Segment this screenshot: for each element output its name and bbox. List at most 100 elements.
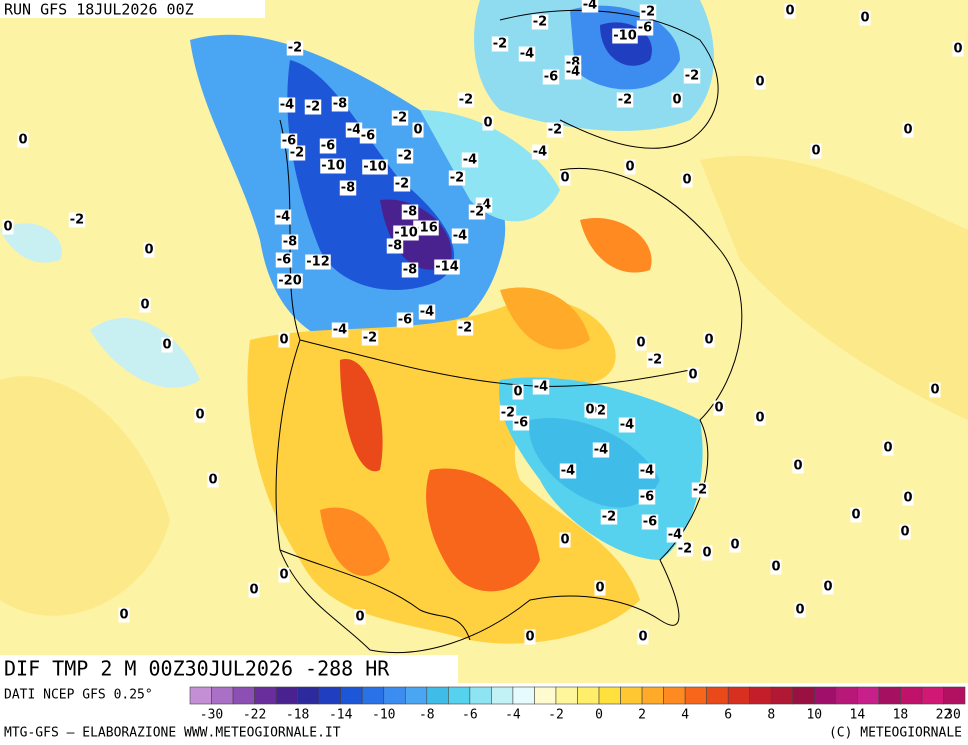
contour-label: -2 xyxy=(501,406,515,421)
contour-label-bg xyxy=(703,332,715,348)
contour-label: -2 xyxy=(533,15,547,30)
contour-label: -6 xyxy=(282,134,296,149)
contour-label-bg xyxy=(929,382,941,398)
contour-label: -2 xyxy=(678,542,692,557)
contour-label: 0 xyxy=(279,568,288,583)
contour-label-bg xyxy=(396,312,414,328)
colorbar-swatch xyxy=(792,686,815,705)
contour-label-bg xyxy=(339,180,357,196)
colorbar-tick-label: 22 xyxy=(936,708,952,723)
colorbar-swatch xyxy=(404,686,428,705)
colorbar-tick-label: 14 xyxy=(850,708,866,723)
contour-label: 0 xyxy=(755,411,764,426)
source: DATI NCEP GFS 0.25° xyxy=(4,688,153,703)
contour-label: 0 xyxy=(704,333,713,348)
contour-label: -4 xyxy=(566,65,580,80)
contour-label: -4 xyxy=(533,145,547,160)
colorbar-swatch xyxy=(706,686,729,705)
contour-label: -2 xyxy=(618,93,632,108)
contour-label: 0 xyxy=(3,220,12,235)
colorbar-tick-label: 30 xyxy=(945,708,961,723)
colorbar-tick-label: 18 xyxy=(893,708,909,723)
colorbar-tick-label: -22 xyxy=(243,708,266,723)
contour-label-bg xyxy=(792,458,804,474)
contour-label: -8 xyxy=(341,181,355,196)
colorbar-swatch xyxy=(641,686,664,705)
colorbar-swatch xyxy=(426,686,449,705)
contour-label-bg xyxy=(278,97,296,113)
contour-label: -8 xyxy=(403,205,417,220)
contour-label: 0 xyxy=(672,93,681,108)
contour-label: 0 xyxy=(560,533,569,548)
contour-label: -2 xyxy=(693,483,707,498)
colorbar-swatch xyxy=(383,686,406,705)
contour-label: -20 xyxy=(278,274,302,289)
contour-label-bg xyxy=(68,212,86,228)
contour-label-bg xyxy=(143,242,155,258)
contour-label: 0 xyxy=(930,383,939,398)
colorbar-tick-label: -10 xyxy=(372,708,395,723)
contour-label-bg xyxy=(559,170,571,186)
colorbar-swatch xyxy=(555,686,578,705)
contour-label-bg xyxy=(518,46,536,62)
contour-label-bg xyxy=(286,40,304,56)
contour-label: 0 xyxy=(355,610,364,625)
contour-label-bg xyxy=(524,629,536,645)
contour-label-bg xyxy=(635,335,647,351)
contour-label: -4 xyxy=(561,464,575,479)
contour-label-bg xyxy=(592,442,610,458)
contour-label: -2 xyxy=(288,41,302,56)
colorbar-tick-label: -6 xyxy=(462,708,478,723)
contour-label-bg xyxy=(666,527,684,543)
contour-label-bg xyxy=(701,545,713,561)
contour-label-bg xyxy=(676,541,694,557)
contour-label-bg xyxy=(288,145,306,161)
contour-label: -4 xyxy=(276,210,290,225)
colorbar-swatch xyxy=(361,686,385,705)
contour-label: -4 xyxy=(520,47,534,62)
contour-label: 0 xyxy=(279,333,288,348)
contour-label: 0 xyxy=(900,525,909,540)
contour-label-bg xyxy=(278,332,290,348)
contour-label: 0 xyxy=(249,583,258,598)
colorbar-swatch xyxy=(598,686,621,705)
contour-label-bg xyxy=(542,69,560,85)
contour-label-bg xyxy=(564,64,582,80)
colorbar-tick-label: -18 xyxy=(286,708,309,723)
contour-label-bg xyxy=(194,407,206,423)
colorbar-tick-label: 4 xyxy=(681,708,689,723)
run-label: RUN GFS 18JUL2026 00Z xyxy=(4,1,194,19)
contour-label-bg xyxy=(531,14,549,30)
contour-label: -4 xyxy=(347,123,361,138)
contour-label: 0 xyxy=(851,508,860,523)
contour-label: -6 xyxy=(398,313,412,328)
contour-label: 0 xyxy=(785,4,794,19)
contour-label-bg xyxy=(354,609,366,625)
contour-label: -2 xyxy=(398,149,412,164)
contour-label-bg xyxy=(859,10,871,26)
colorbar-swatch xyxy=(835,686,858,705)
contour-label: -2 xyxy=(450,171,464,186)
contour-label: 0 xyxy=(860,11,869,26)
contour-label-bg xyxy=(784,3,796,19)
contour-label-bg xyxy=(952,41,964,57)
contour-label-bg xyxy=(499,405,517,421)
contour-label: 0 xyxy=(823,580,832,595)
contour-label-bg xyxy=(532,379,550,395)
contour-label-bg xyxy=(451,228,469,244)
contour-label-bg xyxy=(391,110,409,126)
contour-label-bg xyxy=(581,0,599,13)
contour-label-bg xyxy=(754,74,766,90)
contour-label: 0 xyxy=(714,401,723,416)
contour-label: 0 xyxy=(755,75,764,90)
contour-label: -6 xyxy=(640,490,654,505)
contour-label-bg xyxy=(687,367,699,383)
contour-label: 0 xyxy=(903,123,912,138)
contour-label: -6 xyxy=(544,70,558,85)
contour-label-bg xyxy=(512,384,524,400)
contour-label: -4 xyxy=(668,528,682,543)
contour-label-bg xyxy=(713,400,725,416)
colorbar-swatch xyxy=(232,686,255,705)
